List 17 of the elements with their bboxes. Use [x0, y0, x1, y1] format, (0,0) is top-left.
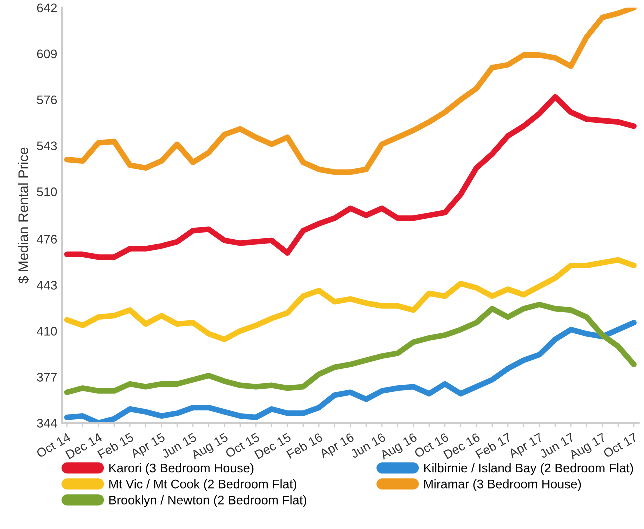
legend-label: Karori (3 Bedroom House) [110, 464, 254, 476]
x-tick-label: Oct 17 [602, 432, 638, 458]
y-tick-label: 443 [37, 281, 58, 290]
y-tick-label: 476 [37, 235, 58, 244]
y-tick-label: 410 [37, 327, 58, 336]
y-tick-label: 543 [37, 142, 58, 151]
y-axis-title: $ Median Rental Price [18, 148, 30, 284]
y-tick-label: 510 [37, 188, 58, 197]
legend-label: Mt Vic / Mt Cook (2 Bedroom Flat) [110, 480, 297, 492]
legend-label: Brooklyn / Newton (2 Bedroom Flat) [110, 496, 306, 508]
legend-label: Kilbirnie / Island Bay (2 Bedroom Flat) [424, 464, 634, 476]
y-tick-label: 642 [37, 4, 57, 13]
y-tick-label: 344 [37, 419, 58, 428]
y-tick-label: 576 [37, 96, 58, 105]
y-tick-label: 609 [37, 50, 58, 59]
y-tick-label: 377 [37, 373, 57, 382]
legend-label: Miramar (3 Bedroom House) [424, 480, 582, 492]
